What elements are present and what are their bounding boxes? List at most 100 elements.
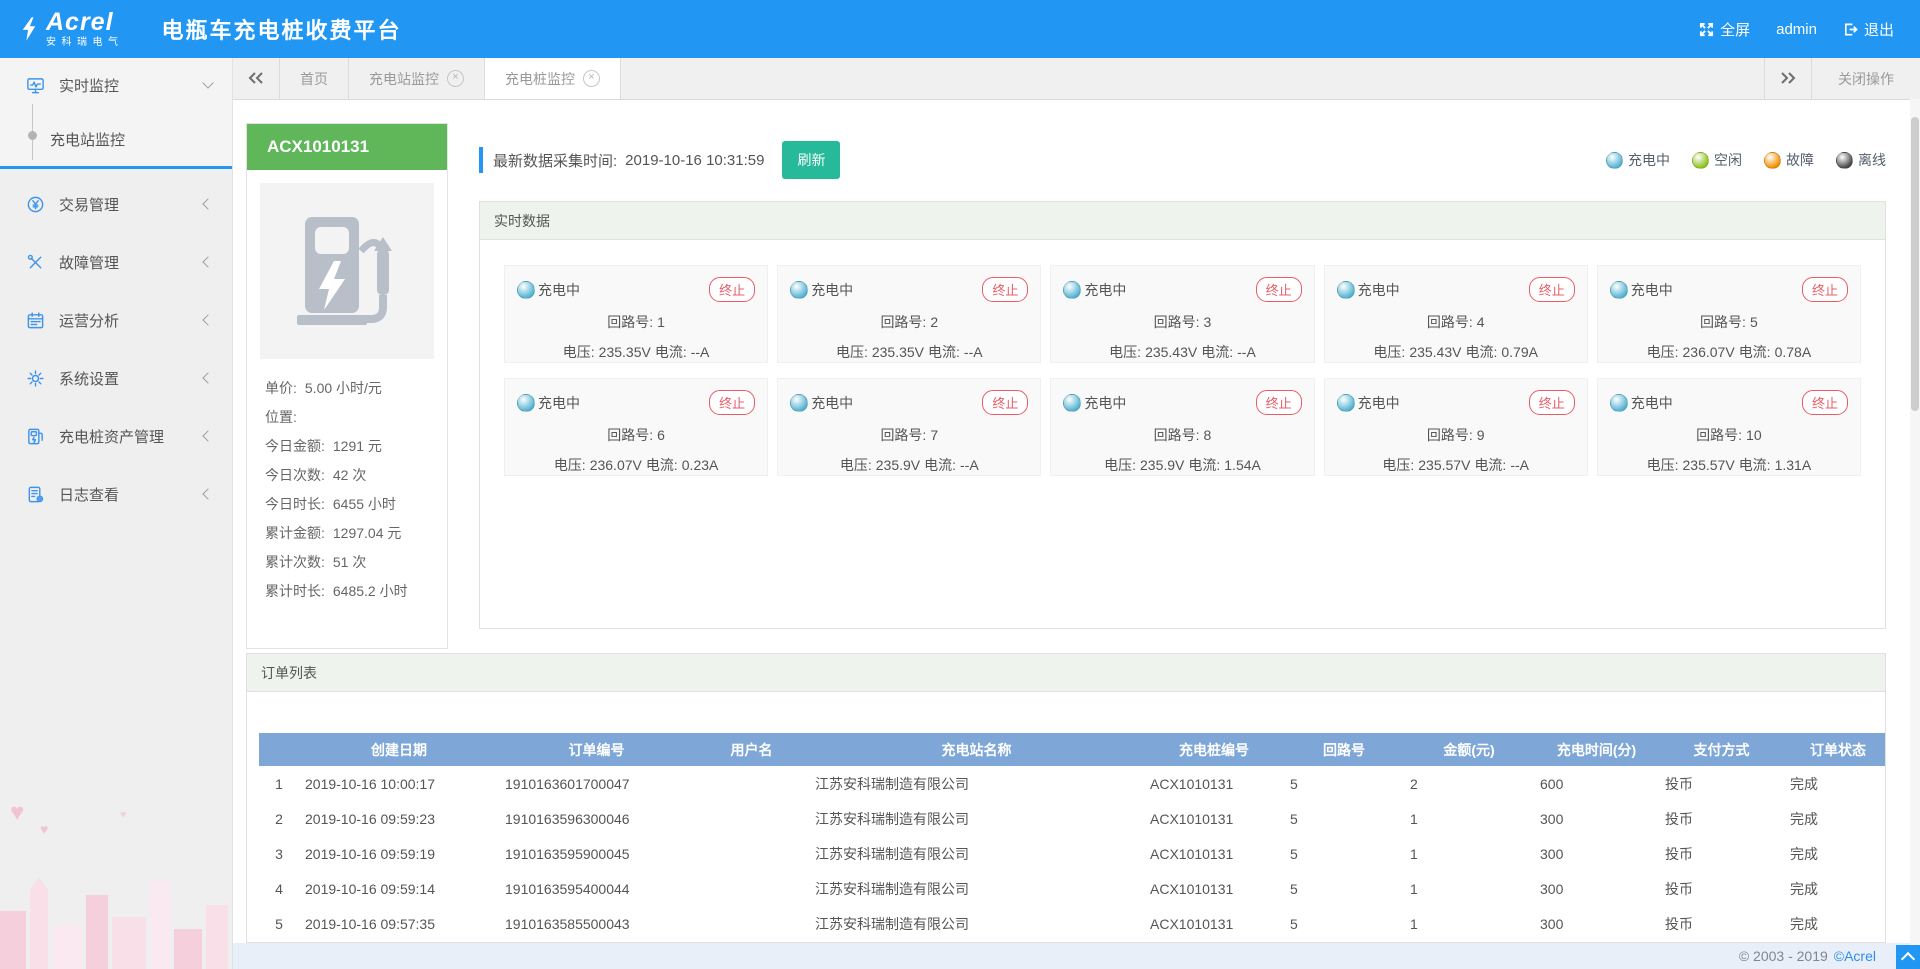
- back-to-top-button[interactable]: [1896, 945, 1920, 969]
- stat-label: 累计金额:: [265, 524, 325, 541]
- table-cell: 2019-10-16 09:59:14: [305, 880, 435, 897]
- table-cell: 300: [1540, 915, 1564, 932]
- user-name[interactable]: admin: [1776, 20, 1817, 38]
- current-label: 电流:: [654, 344, 687, 360]
- column-header: 充电站名称: [809, 733, 1144, 766]
- sidebar-item-log-view[interactable]: 日志查看: [0, 465, 232, 523]
- voltage-label: 电压:: [1109, 344, 1142, 360]
- table-cell: 5: [1290, 845, 1298, 862]
- circuit-number-label: 回路号:: [1426, 314, 1473, 330]
- charging-status-dot: [790, 393, 809, 412]
- circuit-status: 充电中: [790, 280, 853, 300]
- voltage-value: 236.07V: [1682, 344, 1735, 360]
- stat-value: 1291 元: [332, 437, 382, 454]
- circuit-number-line: 回路号: 2: [790, 312, 1028, 332]
- logout-button[interactable]: 退出: [1843, 19, 1894, 40]
- acrel-logo-icon: [20, 14, 40, 44]
- stat-row: 累计时长: 6485.2 小时: [265, 576, 429, 605]
- circuit-metrics-line: 电压: 235.35V 电流: --A: [517, 342, 755, 362]
- pile-card: ACX1010131: [246, 123, 448, 649]
- brand-link[interactable]: ©Acrel: [1833, 948, 1876, 964]
- tab-pile-monitor[interactable]: 充电桩监控 ×: [485, 58, 621, 99]
- terminate-button[interactable]: 终止: [1255, 277, 1302, 302]
- sidebar-item-operation-analysis[interactable]: 运营分析: [0, 291, 232, 349]
- circuit-number-label: 回路号:: [1153, 427, 1200, 443]
- terminate-button[interactable]: 终止: [1528, 277, 1575, 302]
- stat-row: 今日时长: 6455 小时: [265, 489, 429, 518]
- circuit-status: 充电中: [1063, 280, 1126, 300]
- circuit-status-label: 充电中: [811, 394, 854, 411]
- stat-label: 位置:: [265, 408, 297, 425]
- circuit-number-line: 回路号: 3: [1063, 312, 1301, 332]
- close-operations-button[interactable]: 关闭操作: [1811, 58, 1920, 99]
- copyright-text: © 2003 - 2019: [1738, 948, 1828, 964]
- refresh-button[interactable]: 刷新: [782, 141, 841, 179]
- terminate-button[interactable]: 终止: [982, 390, 1029, 415]
- calendar-icon: [26, 311, 45, 330]
- stat-value: 51 次: [332, 553, 367, 570]
- table-cell: 江苏安科瑞制造有限公司: [815, 775, 969, 792]
- terminate-button[interactable]: 终止: [1801, 277, 1848, 302]
- current-value: 0.79A: [1501, 344, 1538, 360]
- circuit-number-value: 10: [1746, 427, 1762, 443]
- sidebar-item-transaction-management[interactable]: 交易管理: [0, 175, 232, 233]
- table-cell: 投币: [1665, 775, 1693, 792]
- table-cell: [694, 801, 809, 836]
- column-header: 充电桩编号: [1144, 733, 1284, 766]
- circuit-card-top: 充电中 终止: [1063, 277, 1302, 302]
- tab-list: 首页 充电站监控 × 充电桩监控 ×: [280, 58, 621, 99]
- brand-subtitle: 安科瑞电气: [46, 37, 124, 48]
- sidebar-subitem-label: 充电站监控: [50, 131, 126, 149]
- terminate-button[interactable]: 终止: [1255, 390, 1302, 415]
- app-header: Acrel 安科瑞电气 电瓶车充电桩收费平台 全屏 admin 退出: [0, 0, 1920, 58]
- terminate-button[interactable]: 终止: [1528, 390, 1575, 415]
- stat-row: 单价: 5.00 小时/元: [265, 373, 429, 402]
- scrollbar-thumb[interactable]: [1911, 117, 1919, 411]
- table-cell: 1910163585500043: [505, 915, 630, 932]
- sidebar-item-pile-asset-management[interactable]: 充电桩资产管理: [0, 407, 232, 465]
- tab-label: 充电站监控: [369, 70, 439, 87]
- sidebar-item-system-settings[interactable]: 系统设置: [0, 349, 232, 407]
- column-header: 回路号: [1284, 733, 1404, 766]
- circuit-card-3: 充电中 终止回路号: 3 电压: 235.43V 电流: --A: [1050, 265, 1315, 363]
- current-value: --A: [690, 344, 710, 360]
- heart-icon: ♥: [120, 809, 127, 821]
- circuit-number-line: 回路号: 5: [1610, 312, 1848, 332]
- stat-row: 今日次数: 42 次: [265, 460, 429, 489]
- table-cell: 2: [1410, 775, 1418, 792]
- tab-close-icon[interactable]: ×: [447, 70, 464, 87]
- current-value: --A: [1510, 457, 1529, 473]
- sidebar-item-label: 系统设置: [59, 370, 120, 388]
- tab-home[interactable]: 首页: [280, 58, 349, 99]
- table-cell: 江苏安科瑞制造有限公司: [815, 915, 969, 932]
- table-cell: 1: [1410, 880, 1418, 897]
- stat-label: 累计次数:: [265, 553, 325, 570]
- terminate-button[interactable]: 终止: [709, 277, 756, 302]
- circuit-number-value: 9: [1476, 427, 1485, 443]
- tabs-scroll-left-button[interactable]: [233, 58, 280, 99]
- circuit-metrics-line: 电压: 236.07V 电流: 0.78A: [1610, 342, 1848, 362]
- terminate-button[interactable]: 终止: [709, 390, 756, 415]
- stat-row: 位置:: [265, 402, 429, 431]
- current-label: 电流:: [928, 344, 960, 360]
- stat-label: 今日次数:: [265, 466, 325, 483]
- voltage-label: 电压:: [839, 457, 872, 473]
- current-label: 电流:: [924, 457, 957, 473]
- terminate-button[interactable]: 终止: [1801, 390, 1848, 415]
- chevron-up-icon: [1900, 951, 1916, 966]
- voltage-value: 235.35V: [871, 344, 925, 360]
- sidebar-group-realtime-monitor: 实时监控 充电站监控: [0, 58, 232, 169]
- fullscreen-button[interactable]: 全屏: [1699, 19, 1750, 40]
- sidebar-item-fault-management[interactable]: 故障管理: [0, 233, 232, 291]
- table-cell: [694, 906, 809, 941]
- chevron-left-icon: [202, 373, 212, 383]
- tabs-scroll-right-button[interactable]: [1764, 58, 1811, 99]
- tab-close-icon[interactable]: ×: [583, 70, 600, 87]
- sidebar-item-realtime-monitor[interactable]: 实时监控: [0, 58, 232, 112]
- legend-label: 空闲: [1714, 152, 1742, 168]
- tab-station-monitor[interactable]: 充电站监控 ×: [349, 58, 485, 99]
- sidebar-subitem-station-monitor[interactable]: 充电站监控: [0, 104, 232, 166]
- terminate-button[interactable]: 终止: [982, 277, 1029, 302]
- circuit-metrics-line: 电压: 235.43V 电流: --A: [1063, 342, 1301, 362]
- sidebar-item-label: 实时监控: [59, 77, 120, 95]
